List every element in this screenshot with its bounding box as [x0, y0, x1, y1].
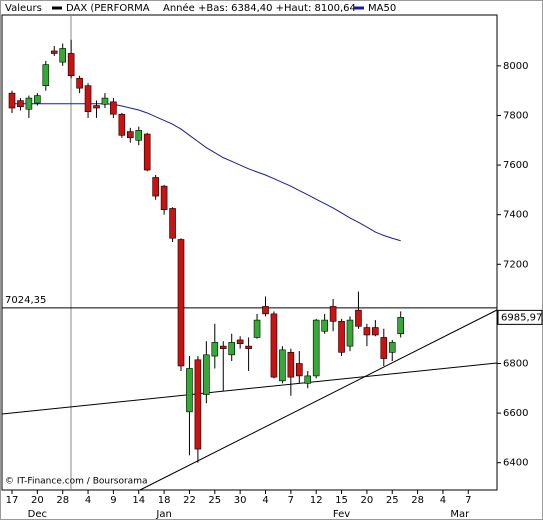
y-tick-label: 6600 — [503, 408, 528, 419]
candle-body — [245, 345, 252, 349]
x-tick-label: 22 — [183, 495, 196, 506]
candle-body — [50, 50, 58, 54]
x-tick-label: 4 — [440, 495, 446, 506]
y-tick-label: 7400 — [503, 210, 528, 221]
legend-text: Année +Bas: 6384,40 +Haut: 8100,64 — [163, 2, 356, 14]
candle-body — [279, 349, 286, 382]
plot-area — [1, 14, 498, 491]
candle-body — [372, 327, 379, 336]
candle-body — [262, 306, 269, 315]
candle-body — [169, 208, 176, 239]
candle-body — [253, 319, 261, 338]
x-tick-label: 20 — [31, 495, 44, 506]
candle-body — [329, 306, 337, 322]
ma-line — [12, 103, 401, 242]
candle-body — [219, 345, 227, 349]
candle-body — [127, 131, 134, 139]
x-tick-label: 20 — [361, 495, 374, 506]
candle-body — [236, 339, 244, 344]
x-tick-label: 9 — [110, 495, 116, 506]
x-tick-label: 15 — [335, 495, 348, 506]
y-tick-label: 7200 — [503, 259, 528, 270]
candle-body — [25, 97, 33, 110]
candle-body — [84, 85, 92, 113]
candle-body — [388, 342, 396, 353]
candle-body — [59, 48, 67, 63]
x-tick-label: 30 — [234, 495, 247, 506]
candle-body — [67, 53, 75, 77]
candle-body — [397, 317, 405, 335]
candle-body — [321, 319, 328, 332]
candle-body — [355, 309, 362, 327]
candle-body — [346, 319, 354, 347]
candle-body — [8, 92, 16, 109]
y-tick-label: 7600 — [503, 160, 528, 171]
x-tick-label: 7 — [465, 495, 471, 506]
candle-body — [270, 313, 278, 378]
candle-body — [152, 177, 159, 197]
month-label: Mar — [450, 509, 470, 520]
y-tick-label: 6400 — [503, 458, 528, 469]
x-tick-label: 18 — [158, 495, 171, 506]
x-tick-label: 17 — [6, 495, 19, 506]
candle-body — [17, 100, 24, 108]
trend-line — [1, 362, 498, 415]
month-label: Dec — [28, 509, 47, 520]
candle-body — [295, 363, 303, 377]
price-box — [497, 309, 543, 325]
candle-body — [177, 239, 185, 367]
candle-body — [34, 95, 41, 104]
candle-body — [338, 321, 345, 353]
month-label: Fev — [333, 509, 350, 520]
month-label: Jan — [155, 509, 171, 520]
x-tick-label: 25 — [386, 495, 399, 506]
candle-body — [312, 319, 320, 377]
candle-body — [380, 337, 388, 359]
x-tick-label: 4 — [262, 495, 268, 506]
candle-body — [93, 105, 100, 109]
candle-body — [160, 185, 168, 211]
candle-body — [76, 77, 83, 89]
x-tick-label: 4 — [85, 495, 91, 506]
candle-body — [143, 133, 151, 171]
candle-body — [203, 354, 210, 395]
candle-body — [211, 342, 219, 357]
y-tick-label: 7800 — [503, 110, 528, 121]
candle-body — [363, 327, 371, 336]
footer: © IT-Finance.com / Boursorama — [5, 477, 147, 487]
y-tick-label: 6800 — [503, 358, 528, 369]
candle-body — [42, 64, 50, 86]
x-tick-label: 7 — [288, 495, 294, 506]
reference-label: 7024,35 — [5, 295, 46, 306]
y-tick-label: 8000 — [503, 61, 528, 72]
trend-line — [139, 309, 498, 491]
legend-text: DAX (PERFORMA — [66, 3, 150, 14]
candle-body — [194, 359, 202, 450]
candle-body — [101, 97, 109, 105]
candle-body — [228, 342, 235, 356]
candle-body — [118, 113, 126, 136]
candle-body — [135, 130, 143, 141]
x-tick-label: 25 — [208, 495, 221, 506]
x-tick-label: 28 — [56, 495, 69, 506]
legend-text: Valeurs — [5, 3, 42, 14]
price-label: 6985,97 — [501, 312, 542, 323]
legend-text: MA50 — [368, 3, 396, 14]
x-tick-label: 14 — [132, 495, 145, 506]
x-tick-label: 12 — [310, 495, 323, 506]
candle-body — [304, 375, 312, 384]
candle-body — [110, 101, 117, 115]
candle-body — [186, 368, 193, 413]
candle-body — [287, 352, 295, 378]
x-tick-label: 28 — [411, 495, 424, 506]
